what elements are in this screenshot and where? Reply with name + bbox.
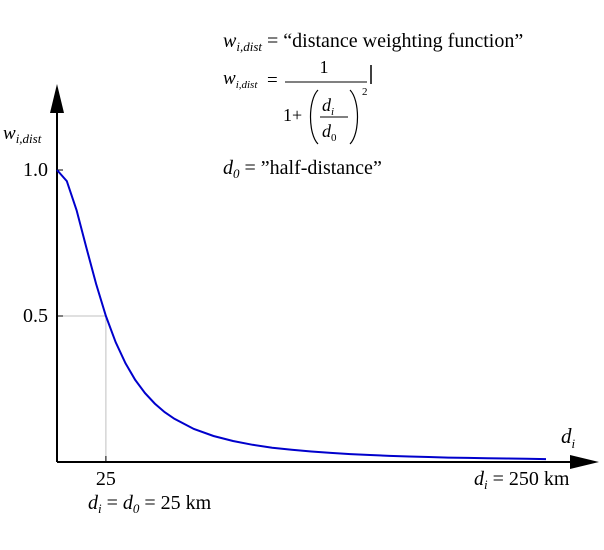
series-line <box>56 169 547 461</box>
half-distance-annotation: d0 = ”half-distance” <box>223 157 382 181</box>
x-axis-label: di <box>561 424 576 451</box>
y-tick-label: 1.0 <box>23 159 48 181</box>
x-axis-arrow-icon <box>570 455 599 469</box>
y-tick-label: 0.5 <box>23 305 48 327</box>
svg-text:=: = <box>267 70 278 91</box>
half-distance-note: di = d0 = 25 km <box>88 492 212 516</box>
x-tick-label: 25 <box>96 468 116 490</box>
svg-text:d0: d0 <box>322 121 337 144</box>
max-distance-note: di = 250 km <box>474 468 570 492</box>
weighting-formula: wi,dist = 1 1+ di d0 2 <box>223 57 372 145</box>
definition-annotation: wi,dist = “distance weighting function” <box>223 30 523 54</box>
svg-text:di: di <box>322 95 334 118</box>
svg-text:1: 1 <box>320 57 329 77</box>
y-axis-label: wi,dist <box>3 123 42 146</box>
svg-text:2: 2 <box>362 86 368 98</box>
svg-text:wi,dist: wi,dist <box>223 68 258 91</box>
svg-text:1+: 1+ <box>283 105 302 125</box>
y-axis-arrow-icon <box>50 84 64 113</box>
